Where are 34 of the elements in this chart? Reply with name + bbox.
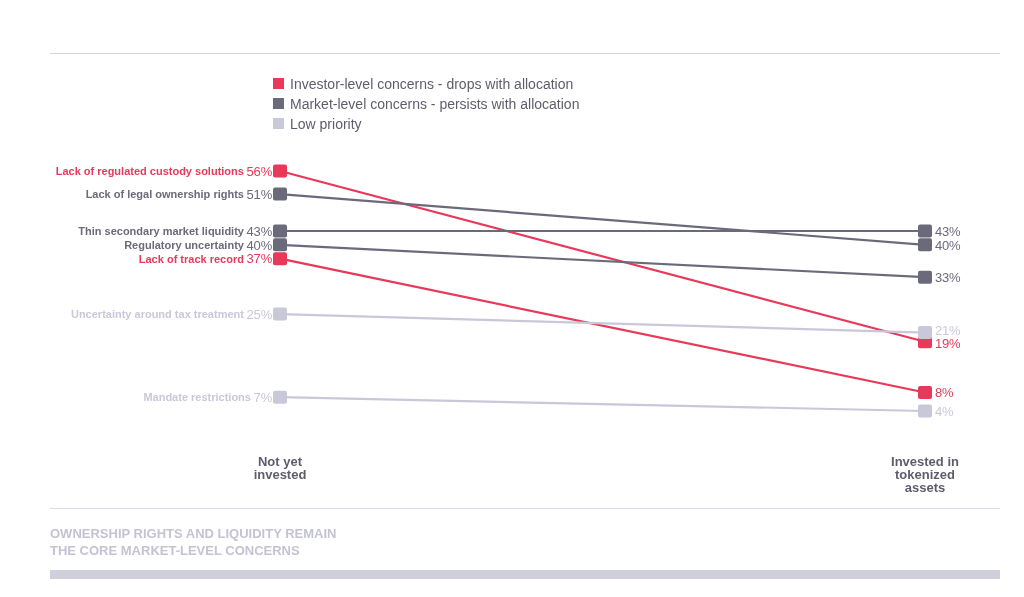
- data-label: 19%: [935, 336, 962, 352]
- point: [273, 252, 287, 266]
- data-label: 56%: [246, 163, 273, 179]
- text: OWNERSHIP RIGHTS AND LIQUIDITY REMAIN THE CORE MARKET-LEVEL CONCERNS: [50, 526, 337, 558]
- x-tick-label: Invested in tokenized assets: [891, 454, 960, 495]
- point: [918, 326, 932, 340]
- data-label: 51%: [246, 186, 273, 202]
- data-label: 40%: [246, 237, 273, 253]
- data-label: 33%: [935, 269, 962, 285]
- data-label: 37%: [246, 251, 273, 267]
- point: [918, 386, 932, 400]
- point: [273, 390, 287, 404]
- data-label: 43%: [935, 223, 962, 239]
- point: [273, 164, 287, 178]
- data-label: 40%: [935, 237, 962, 253]
- text: Low priority: [290, 116, 362, 133]
- point: [273, 238, 287, 252]
- text: Lack of track record: [138, 252, 244, 265]
- data-label: 43%: [246, 223, 273, 239]
- point: [273, 187, 287, 201]
- text: Lack of regulated custody solutions: [55, 164, 244, 177]
- x-tick-label: Not yet invested: [253, 454, 307, 482]
- text: Investor-level concerns - drops with allocation: [290, 76, 574, 93]
- text: Market-level concerns - persists with allocation: [290, 96, 580, 113]
- point: [273, 224, 287, 238]
- text: Thin secondary market liquidity: [78, 224, 245, 237]
- point: [273, 307, 287, 321]
- data-label: 8%: [935, 385, 955, 401]
- text: Regulatory uncertainty: [124, 238, 245, 251]
- point: [918, 224, 932, 238]
- point: [918, 270, 932, 284]
- text: Lack of legal ownership rights: [85, 188, 244, 201]
- point: [918, 404, 932, 418]
- point: [918, 238, 932, 252]
